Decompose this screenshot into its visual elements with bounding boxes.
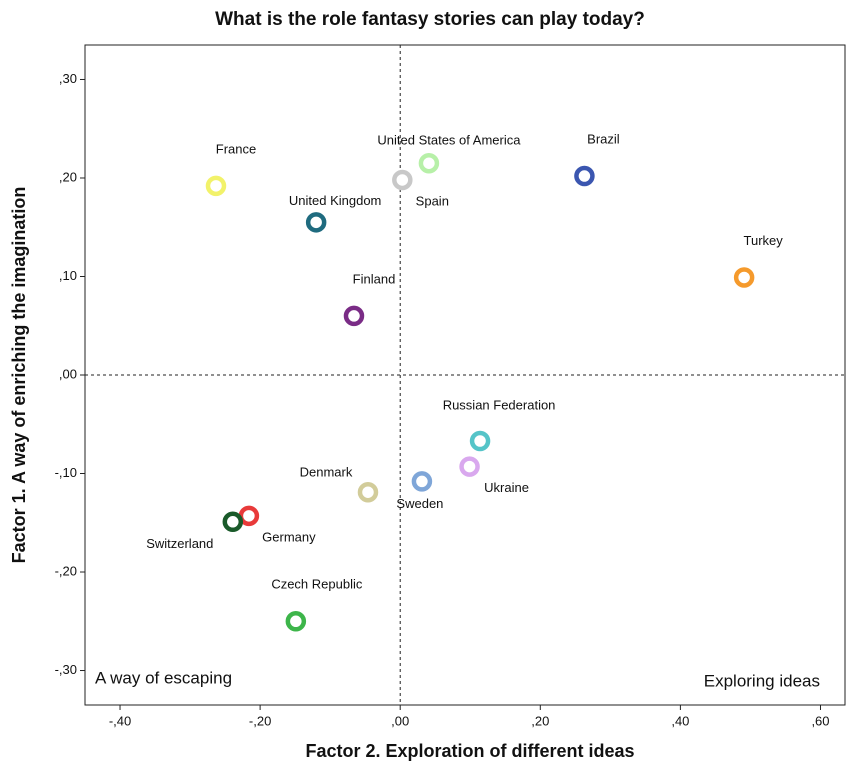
- x-tick-label: ,60: [811, 713, 829, 728]
- point: [222, 511, 244, 533]
- y-tick-label: -,30: [55, 662, 77, 677]
- point-label: Russian Federation: [443, 397, 556, 412]
- point: [733, 267, 755, 288]
- y-tick-label: -,20: [55, 563, 77, 578]
- x-tick-label: ,00: [391, 713, 409, 728]
- point: [305, 212, 327, 233]
- point-label: Turkey: [744, 233, 784, 248]
- chart-title: What is the role fantasy stories can pla…: [215, 9, 645, 30]
- point-label: Ukraine: [484, 480, 529, 495]
- y-tick-label: ,30: [59, 71, 77, 86]
- point: [574, 165, 595, 187]
- point: [392, 169, 413, 191]
- y-tick-label: -,10: [55, 465, 77, 480]
- point-label: United Kingdom: [289, 193, 382, 208]
- x-axis-title: Factor 2. Exploration of different ideas: [305, 741, 634, 761]
- x-tick-label: -,40: [109, 713, 131, 728]
- point: [343, 305, 365, 327]
- point-label: Spain: [416, 193, 449, 208]
- point: [238, 505, 260, 527]
- point-label: Switzerland: [146, 536, 213, 551]
- point: [357, 481, 379, 503]
- point-label: United States of America: [377, 133, 521, 148]
- x-tick-label: -,20: [249, 713, 271, 728]
- point: [285, 611, 307, 632]
- y-tick-label: ,00: [59, 366, 77, 381]
- point-label: Finland: [353, 271, 396, 286]
- point-label: Sweden: [396, 496, 443, 511]
- point-label: Czech Republic: [271, 577, 363, 592]
- point: [418, 152, 440, 174]
- point-label: Denmark: [300, 465, 353, 480]
- point-label: Brazil: [587, 131, 620, 146]
- point: [205, 175, 227, 197]
- annotation: A way of escaping: [95, 668, 232, 687]
- x-tick-label: ,40: [671, 713, 689, 728]
- point: [459, 456, 480, 477]
- point: [411, 471, 433, 492]
- y-tick-label: ,20: [59, 169, 77, 184]
- point: [469, 430, 491, 452]
- x-tick-label: ,20: [531, 713, 549, 728]
- y-axis-title: Factor 1. A way of enriching the imagina…: [9, 187, 29, 564]
- point-label: France: [216, 141, 256, 156]
- point-label: Germany: [262, 529, 316, 544]
- annotation: Exploring ideas: [704, 671, 820, 690]
- y-tick-label: ,10: [59, 268, 77, 283]
